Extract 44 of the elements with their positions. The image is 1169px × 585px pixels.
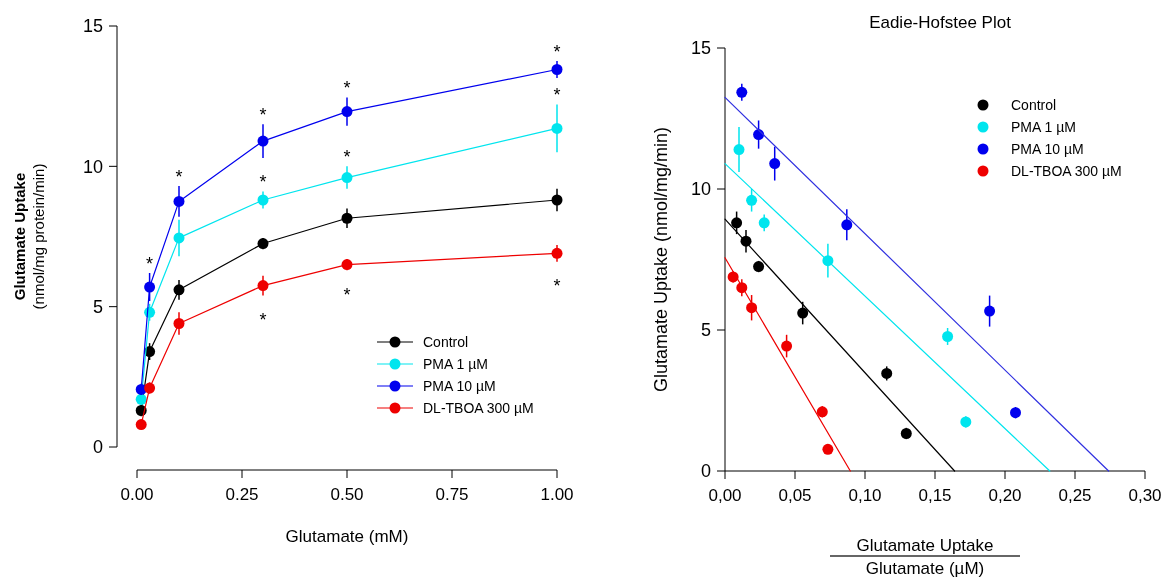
x-tick-label: 0.00 — [120, 485, 154, 504]
x-tick-label: 0,00 — [708, 486, 742, 505]
annotation: * — [553, 41, 561, 62]
annotation: * — [259, 310, 267, 331]
x-tick-label: 0,20 — [988, 486, 1022, 505]
legend-label: Control — [423, 333, 469, 350]
y-axis-title: Glutamate Uptake (nmol/mg protein/min) — [11, 163, 47, 310]
x-tick-label: 0.50 — [330, 485, 364, 504]
legend-label: PMA 10 µM — [1011, 140, 1084, 157]
legend-label: PMA 10 µM — [423, 377, 496, 394]
annotation: * — [175, 166, 183, 187]
legend-label: PMA 1 µM — [1011, 118, 1076, 135]
y-tick-label: 5 — [700, 320, 711, 341]
legend-label: DL-TBOA 300 µM — [1011, 162, 1122, 179]
chart-title: Eadie-Hofstee Plot — [869, 13, 1012, 32]
y-tick-label: 10 — [690, 179, 711, 200]
y-tick-label: 15 — [690, 38, 711, 59]
x-tick-label: 0,30 — [1128, 486, 1162, 505]
annotation: * — [343, 78, 351, 99]
legend-label: PMA 1 µM — [423, 355, 488, 372]
x-tick-label: 0,15 — [918, 486, 952, 505]
legend-label: DL-TBOA 300 µM — [423, 399, 534, 416]
annotation: * — [259, 172, 267, 193]
annotation: * — [553, 276, 561, 297]
y-tick-label: 10 — [82, 156, 103, 177]
y-tick-label: 15 — [82, 16, 103, 37]
x-axis-title: Glutamate (mM) — [285, 527, 409, 546]
x-tick-label: 1.00 — [540, 485, 574, 504]
legend-label: Control — [1011, 96, 1057, 113]
x-tick-label: 0.75 — [435, 485, 469, 504]
y-tick-label: 0 — [700, 461, 711, 482]
x-tick-label: 0,10 — [848, 486, 882, 505]
x-tick-label: 0,05 — [778, 486, 812, 505]
y-axis-title: Glutamate Uptake (nmol/mg/min) — [651, 126, 671, 393]
annotation: * — [259, 104, 267, 125]
annotation: * — [343, 284, 351, 305]
x-tick-label: 0,25 — [1058, 486, 1092, 505]
annotation: * — [146, 253, 154, 274]
annotation: * — [343, 146, 351, 167]
y-tick-label: 5 — [92, 296, 103, 317]
x-axis-title: Glutamate Uptake Glutamate (µM) — [856, 536, 994, 578]
annotation: * — [553, 85, 561, 106]
y-tick-label: 0 — [92, 437, 103, 458]
x-tick-label: 0.25 — [225, 485, 259, 504]
